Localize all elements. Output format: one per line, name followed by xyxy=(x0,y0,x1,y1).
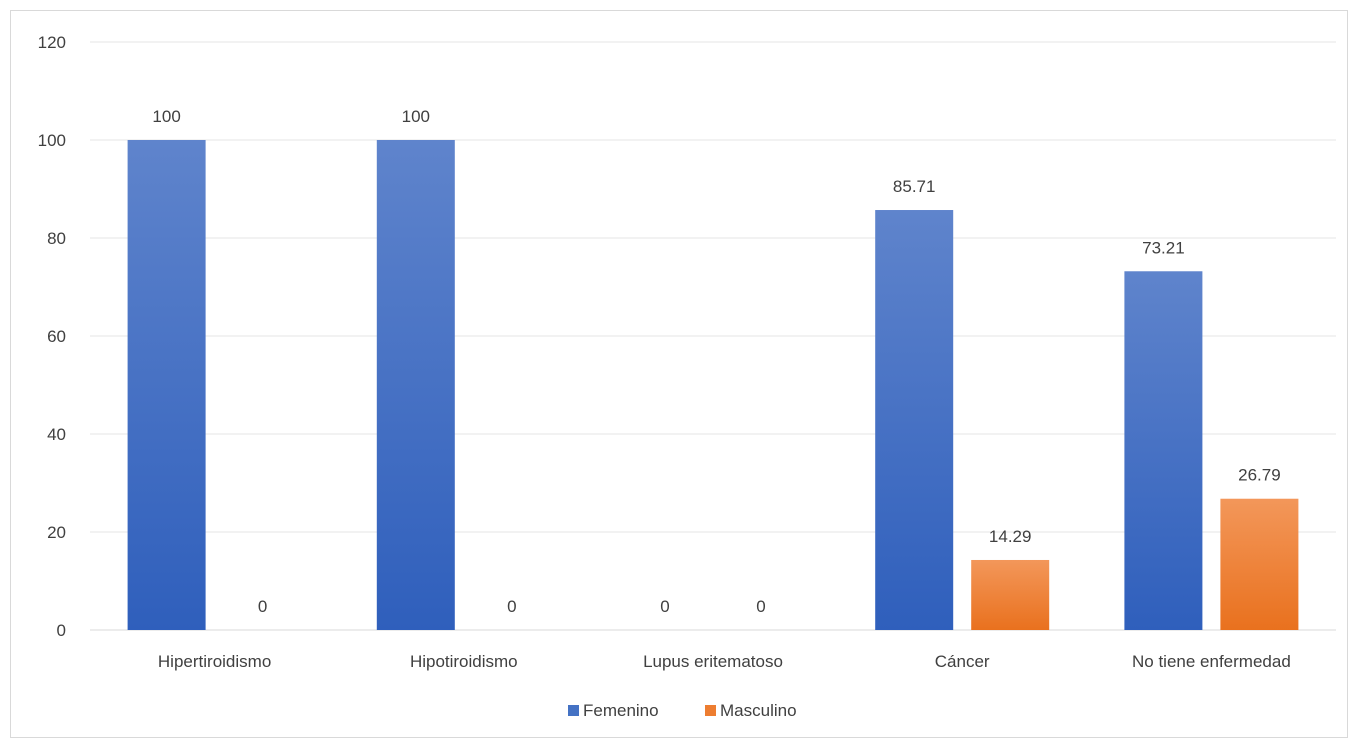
y-tick-label: 20 xyxy=(47,523,66,542)
legend: Femenino Masculino xyxy=(568,701,797,720)
y-tick-label: 120 xyxy=(38,33,66,52)
y-tick-label: 100 xyxy=(38,131,66,150)
data-label: 73.21 xyxy=(1142,238,1185,257)
data-label: 100 xyxy=(402,107,430,126)
legend-swatch-femenino xyxy=(568,705,579,716)
bar-femenino-1 xyxy=(376,140,455,630)
category-label: Cáncer xyxy=(935,652,990,671)
y-tick-label: 40 xyxy=(47,425,66,444)
bars xyxy=(127,140,1299,630)
category-label: No tiene enfermedad xyxy=(1132,652,1291,671)
bar-femenino-3 xyxy=(875,210,954,630)
data-label: 0 xyxy=(660,597,669,616)
data-label: 0 xyxy=(756,597,765,616)
data-label: 14.29 xyxy=(989,527,1032,546)
category-label: Lupus eritematoso xyxy=(643,652,783,671)
data-label: 26.79 xyxy=(1238,466,1281,485)
data-label: 0 xyxy=(258,597,267,616)
data-labels: 100 0 100 0 0 0 85.71 14.29 73.21 26.79 xyxy=(152,107,1280,616)
y-tick-label: 80 xyxy=(47,229,66,248)
data-label: 100 xyxy=(152,107,180,126)
bar-femenino-4 xyxy=(1124,271,1203,630)
y-tick-label: 0 xyxy=(57,621,66,640)
category-label: Hipertiroidismo xyxy=(158,652,271,671)
y-tick-label: 60 xyxy=(47,327,66,346)
legend-swatch-masculino xyxy=(705,705,716,716)
category-labels: Hipertiroidismo Hipotiroidismo Lupus erite… xyxy=(158,652,1291,671)
legend-label-masculino: Masculino xyxy=(720,701,797,720)
legend-label-femenino: Femenino xyxy=(583,701,659,720)
category-label: Hipotiroidismo xyxy=(410,652,518,671)
y-axis-ticks: 0 20 40 60 80 100 120 xyxy=(38,33,66,640)
bar-femenino-0 xyxy=(127,140,206,630)
bar-masculino-4 xyxy=(1220,498,1299,630)
data-label: 85.71 xyxy=(893,177,936,196)
data-label: 0 xyxy=(507,597,516,616)
bar-masculino-3 xyxy=(971,559,1050,630)
